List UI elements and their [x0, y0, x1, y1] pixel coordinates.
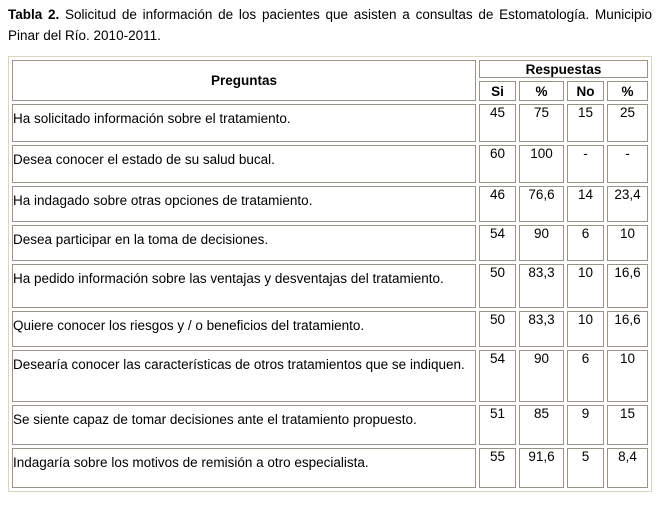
si-pct-value: 75 [519, 104, 564, 142]
question-cell: Desearía conocer las características de … [12, 350, 476, 402]
table-row: Ha solicitado información sobre el trata… [12, 104, 649, 142]
column-header-no: No [567, 81, 604, 101]
si-value: 45 [479, 104, 516, 142]
si-value: 50 [479, 311, 516, 347]
si-value: 60 [479, 145, 516, 183]
si-value: 55 [479, 448, 516, 488]
table-caption-text: Solicitud de información de los paciente… [8, 7, 652, 43]
si-value: 46 [479, 186, 516, 222]
question-cell: Ha solicitado información sobre el trata… [12, 104, 476, 142]
header-row-respuestas: Preguntas Respuestas [12, 60, 649, 101]
si-value: 50 [479, 264, 516, 308]
no-pct-value: 10 [607, 350, 649, 402]
no-pct-value: 16,6 [607, 311, 649, 347]
header-row-subcolumns: Si % No % [12, 81, 649, 101]
table-row: Desea participar en la toma de decisione… [12, 225, 649, 261]
table-row: Quiere conocer los riesgos y / o benefic… [12, 311, 649, 347]
no-pct-value: 25 [607, 104, 649, 142]
si-pct-value: 91,6 [519, 448, 564, 488]
no-value: 5 [567, 448, 604, 488]
si-pct-value: 83,3 [519, 264, 564, 308]
si-pct-value: 100 [519, 145, 564, 183]
si-value: 54 [479, 350, 516, 402]
column-header-si: Si [479, 81, 516, 101]
no-value: 6 [567, 225, 604, 261]
no-value: 6 [567, 350, 604, 402]
question-cell: Quiere conocer los riesgos y / o benefic… [12, 311, 476, 347]
question-cell: Ha indagado sobre otras opciones de trat… [12, 186, 476, 222]
table-caption-label: Tabla 2. [8, 7, 60, 22]
table-row: Desea conocer el estado de su salud buca… [12, 145, 649, 183]
table-row: Se siente capaz de tomar decisiones ante… [12, 405, 649, 445]
no-pct-value: - [607, 145, 649, 183]
question-cell: Ha pedido información sobre las ventajas… [12, 264, 476, 308]
table-caption: Tabla 2. Solicitud de información de los… [8, 4, 652, 46]
table-row: Indagaría sobre los motivos de remisión … [12, 448, 649, 488]
column-header-respuestas: Respuestas [479, 60, 649, 78]
no-pct-value: 10 [607, 225, 649, 261]
question-cell: Desea participar en la toma de decisione… [12, 225, 476, 261]
no-pct-value: 23,4 [607, 186, 649, 222]
no-value: 15 [567, 104, 604, 142]
question-cell: Se siente capaz de tomar decisiones ante… [12, 405, 476, 445]
no-value: - [567, 145, 604, 183]
no-pct-value: 16,6 [607, 264, 649, 308]
question-cell: Desea conocer el estado de su salud buca… [12, 145, 476, 183]
table-row: Ha pedido información sobre las ventajas… [12, 264, 649, 308]
table-row: Ha indagado sobre otras opciones de trat… [12, 186, 649, 222]
data-table: Preguntas Respuestas Si % No % Ha solici… [8, 56, 653, 492]
si-pct-value: 83,3 [519, 311, 564, 347]
si-pct-value: 90 [519, 350, 564, 402]
table-row: Desearía conocer las características de … [12, 350, 649, 402]
si-pct-value: 90 [519, 225, 564, 261]
si-pct-value: 85 [519, 405, 564, 445]
no-pct-value: 8,4 [607, 448, 649, 488]
no-value: 10 [567, 311, 604, 347]
no-value: 14 [567, 186, 604, 222]
no-value: 10 [567, 264, 604, 308]
si-value: 54 [479, 225, 516, 261]
column-header-si-pct: % [519, 81, 564, 101]
question-cell: Indagaría sobre los motivos de remisión … [12, 448, 476, 488]
column-header-preguntas: Preguntas [12, 60, 476, 101]
no-value: 9 [567, 405, 604, 445]
no-pct-value: 15 [607, 405, 649, 445]
si-pct-value: 76,6 [519, 186, 564, 222]
si-value: 51 [479, 405, 516, 445]
page: Tabla 2. Solicitud de información de los… [0, 4, 660, 531]
column-header-no-pct: % [607, 81, 649, 101]
